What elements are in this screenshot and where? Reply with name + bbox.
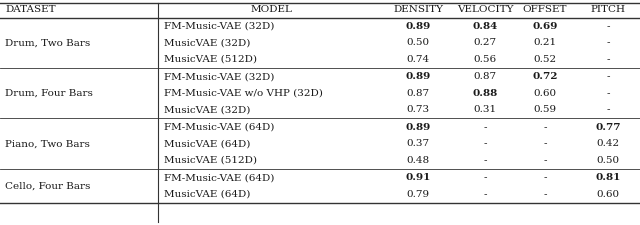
- Text: -: -: [543, 123, 547, 132]
- Text: 0.91: 0.91: [405, 173, 431, 182]
- Text: OFFSET: OFFSET: [523, 4, 567, 13]
- Text: Drum, Four Bars: Drum, Four Bars: [5, 89, 93, 98]
- Text: 0.48: 0.48: [406, 156, 429, 165]
- Text: -: -: [606, 22, 610, 31]
- Text: -: -: [543, 173, 547, 182]
- Text: -: -: [543, 190, 547, 199]
- Text: 0.77: 0.77: [595, 123, 621, 132]
- Text: 0.69: 0.69: [532, 22, 557, 31]
- Text: 0.50: 0.50: [596, 156, 620, 165]
- Text: -: -: [606, 72, 610, 81]
- Text: MusicVAE (32D): MusicVAE (32D): [164, 38, 250, 47]
- Text: -: -: [483, 173, 487, 182]
- Text: 0.21: 0.21: [533, 38, 557, 47]
- Text: Cello, Four Bars: Cello, Four Bars: [5, 182, 90, 191]
- Text: -: -: [606, 105, 610, 114]
- Text: FM-Music-VAE w/o VHP (32D): FM-Music-VAE w/o VHP (32D): [164, 89, 323, 98]
- Text: 0.50: 0.50: [406, 38, 429, 47]
- Text: FM-Music-VAE (64D): FM-Music-VAE (64D): [164, 173, 275, 182]
- Text: 0.87: 0.87: [406, 89, 429, 98]
- Text: 0.74: 0.74: [406, 55, 429, 64]
- Text: 0.27: 0.27: [474, 38, 497, 47]
- Text: -: -: [606, 55, 610, 64]
- Text: 0.59: 0.59: [533, 105, 557, 114]
- Text: 0.81: 0.81: [595, 173, 621, 182]
- Text: DATASET: DATASET: [5, 4, 56, 13]
- Text: 0.89: 0.89: [405, 22, 431, 31]
- Text: -: -: [483, 139, 487, 148]
- Text: VELOCITY: VELOCITY: [457, 4, 513, 13]
- Text: MusicVAE (32D): MusicVAE (32D): [164, 105, 250, 114]
- Text: 0.56: 0.56: [474, 55, 497, 64]
- Text: Piano, Two Bars: Piano, Two Bars: [5, 139, 90, 148]
- Text: 0.72: 0.72: [532, 72, 557, 81]
- Text: MusicVAE (512D): MusicVAE (512D): [164, 55, 257, 64]
- Text: DENSITY: DENSITY: [393, 4, 443, 13]
- Text: 0.42: 0.42: [596, 139, 620, 148]
- Text: 0.52: 0.52: [533, 55, 557, 64]
- Text: -: -: [483, 123, 487, 132]
- Text: PITCH: PITCH: [591, 4, 625, 13]
- Text: 0.89: 0.89: [405, 72, 431, 81]
- Text: -: -: [606, 38, 610, 47]
- Text: 0.37: 0.37: [406, 139, 429, 148]
- Text: 0.87: 0.87: [474, 72, 497, 81]
- Text: 0.60: 0.60: [533, 89, 557, 98]
- Text: 0.79: 0.79: [406, 190, 429, 199]
- Text: MusicVAE (64D): MusicVAE (64D): [164, 139, 250, 148]
- Text: 0.88: 0.88: [472, 89, 498, 98]
- Text: -: -: [543, 156, 547, 165]
- Text: -: -: [543, 139, 547, 148]
- Text: FM-Music-VAE (32D): FM-Music-VAE (32D): [164, 72, 275, 81]
- Text: 0.84: 0.84: [472, 22, 498, 31]
- Text: MusicVAE (512D): MusicVAE (512D): [164, 156, 257, 165]
- Text: 0.73: 0.73: [406, 105, 429, 114]
- Text: -: -: [483, 156, 487, 165]
- Text: FM-Music-VAE (64D): FM-Music-VAE (64D): [164, 123, 275, 132]
- Text: 0.89: 0.89: [405, 123, 431, 132]
- Text: 0.31: 0.31: [474, 105, 497, 114]
- Text: -: -: [606, 89, 610, 98]
- Text: MusicVAE (64D): MusicVAE (64D): [164, 190, 250, 199]
- Text: 0.60: 0.60: [596, 190, 620, 199]
- Text: FM-Music-VAE (32D): FM-Music-VAE (32D): [164, 22, 275, 31]
- Text: MODEL: MODEL: [250, 4, 292, 13]
- Text: Drum, Two Bars: Drum, Two Bars: [5, 38, 90, 47]
- Text: -: -: [483, 190, 487, 199]
